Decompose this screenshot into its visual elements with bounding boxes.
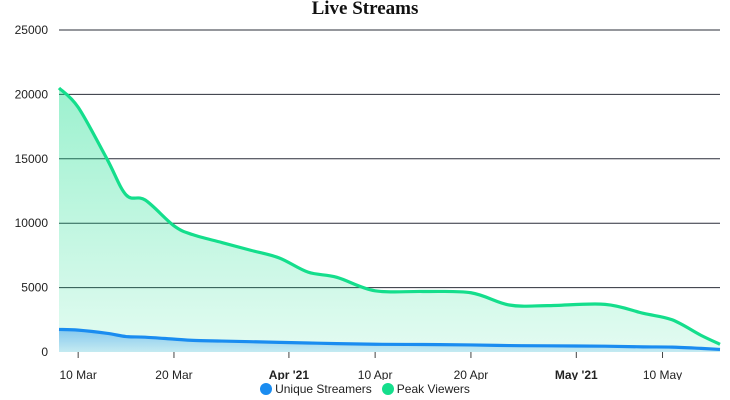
x-tick-label: 10 Mar <box>59 368 96 380</box>
legend: Unique Streamers Peak Viewers <box>0 382 730 396</box>
x-tick-label: 10 May <box>643 368 682 380</box>
series-line-peak-viewers[interactable] <box>57 86 721 346</box>
y-tick-label: 5000 <box>21 281 48 295</box>
y-axis: 0 5000 10000 15000 20000 25000 <box>15 23 49 359</box>
y-tick-label: 10000 <box>15 216 49 230</box>
legend-swatch-peak-viewers <box>381 383 394 395</box>
legend-swatch-unique-streamers <box>260 383 273 395</box>
x-axis: 10 Mar 20 Mar Apr '21 10 Apr 20 Apr May '21 10… <box>59 352 682 380</box>
legend-item-unique-streamers[interactable]: Unique Streamers <box>260 382 372 396</box>
y-tick-label: 25000 <box>15 23 49 37</box>
legend-label-peak-viewers: Peak Viewers <box>396 382 470 396</box>
x-tick-label: 20 Mar <box>155 368 192 380</box>
chart-title: Live Streams <box>311 0 419 19</box>
series-layer <box>57 86 721 353</box>
y-tick-label: 20000 <box>15 87 49 101</box>
x-tick-label: 10 Apr <box>358 368 393 380</box>
series-line-unique-streamers[interactable] <box>58 327 721 352</box>
y-tick-label: 0 <box>41 345 48 359</box>
series-area-peak-viewers <box>59 87 720 353</box>
legend-label-unique-streamers: Unique Streamers <box>275 382 372 396</box>
x-tick-label: May '21 <box>555 368 598 380</box>
x-tick-label: 20 Apr <box>454 368 489 380</box>
legend-item-peak-viewers[interactable]: Peak Viewers <box>381 382 470 396</box>
x-tick-label: Apr '21 <box>269 368 310 380</box>
y-tick-label: 15000 <box>15 152 49 166</box>
chart-svg: 0 5000 10000 15000 20000 25000 10 Mar 20 Mar Ap… <box>15 23 721 380</box>
grid-lines <box>59 29 720 289</box>
